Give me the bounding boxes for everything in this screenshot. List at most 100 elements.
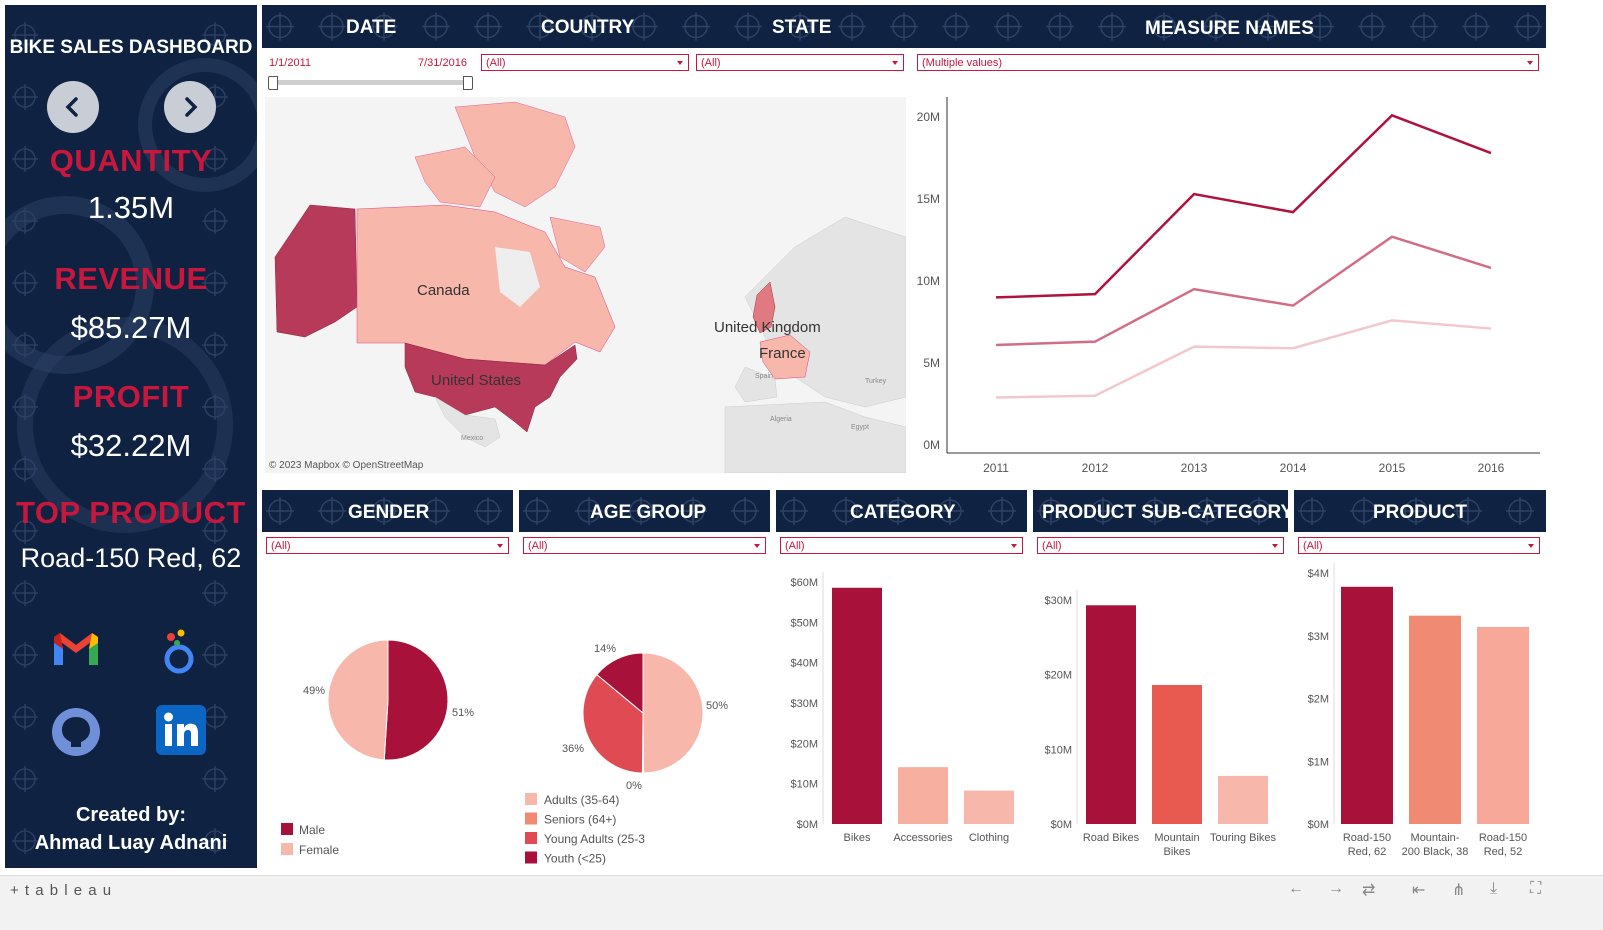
category-label: Road-150 <box>1343 832 1391 844</box>
crosshair-pattern <box>1037 497 1273 525</box>
revenue-label: REVENUE <box>54 261 208 296</box>
chevron-left-icon <box>65 97 78 117</box>
mexico-region <box>434 396 501 448</box>
sales-map[interactable]: Canada United States United Kingdom Fran… <box>265 97 906 473</box>
bar[interactable] <box>832 587 882 824</box>
legend-label: Youth (<25) <box>544 852 606 866</box>
date-slider-track[interactable] <box>272 80 468 85</box>
sub-category-dropdown[interactable]: (All) <box>1037 537 1284 554</box>
baffin-island <box>549 216 606 273</box>
legend-label: Adults (35-64) <box>544 793 619 807</box>
github-icon[interactable] <box>51 707 101 757</box>
pie-slice[interactable] <box>582 673 644 774</box>
x-tick-label: 2016 <box>1478 461 1505 475</box>
product-header: PRODUCT <box>1294 490 1546 532</box>
date-filter-title: DATE <box>346 17 397 38</box>
revert-icon[interactable]: ⇄ <box>1362 882 1376 899</box>
pie-slice[interactable] <box>596 652 644 715</box>
state-filter-title: STATE <box>772 17 832 38</box>
gender-pie-chart[interactable]: 51% 49% Male Female <box>262 560 513 865</box>
fullscreen-icon[interactable]: ⛶ <box>1530 880 1542 897</box>
product-dropdown[interactable]: (All) <box>1298 537 1540 554</box>
bar[interactable] <box>1409 615 1461 824</box>
bar[interactable] <box>1341 586 1393 824</box>
community-icon[interactable] <box>159 625 199 677</box>
quantity-label: QUANTITY <box>49 143 213 178</box>
y-tick-label: $20M <box>790 738 818 750</box>
forward-icon[interactable]: → <box>1328 880 1344 897</box>
series-line-3[interactable] <box>995 319 1492 399</box>
y-tick-label: $20M <box>1044 670 1072 682</box>
africa-region <box>724 401 906 473</box>
chevron-down-icon <box>1011 544 1017 548</box>
x-tick-label: 2012 <box>1082 461 1109 475</box>
header-pattern <box>523 497 759 525</box>
united-kingdom-label: United Kingdom <box>714 319 821 336</box>
category-bar-chart[interactable]: $0M $10M $20M $30M $40M $50M $60M Bikes Accessor… <box>776 560 1027 865</box>
country-dropdown-value: (All) <box>486 57 506 69</box>
age-group-pie-chart[interactable]: 50% 0% 36% 14% Adults (35-64) Seniors (64+) Yo… <box>519 560 770 868</box>
y-tick-label: $60M <box>790 577 818 589</box>
sub-category-header: PRODUCT SUB-CATEGORY <box>1033 490 1288 532</box>
top-product-label: TOP PRODUCT <box>16 495 246 530</box>
sidebar-background-pattern <box>5 22 257 854</box>
y-tick-label: 0M <box>923 438 940 452</box>
date-slider-start-handle[interactable] <box>268 76 278 90</box>
y-tick-label: 5M <box>923 356 940 370</box>
y-tick-label: 20M <box>917 110 940 124</box>
share-icon[interactable]: ⋔ <box>1452 882 1466 899</box>
country-dropdown[interactable]: (All) <box>481 54 689 71</box>
revenue-value: $85.27M <box>70 310 192 345</box>
bar[interactable] <box>964 790 1014 824</box>
age-group-dropdown-value: (All) <box>528 540 548 552</box>
date-slider-end-handle[interactable] <box>463 76 473 90</box>
spain-label: Spain <box>755 373 773 380</box>
measure-names-filter-title: MEASURE NAMES <box>1145 18 1314 39</box>
gmail-icon[interactable] <box>51 629 101 669</box>
y-tick-label: $0M <box>797 819 818 831</box>
category-label: Touring Bikes <box>1210 832 1277 844</box>
dashboard-title: BIKE SALES DASHBOARD <box>9 37 253 58</box>
age-group-dropdown[interactable]: (All) <box>523 537 766 554</box>
category-dropdown[interactable]: (All) <box>780 537 1023 554</box>
product-bar-chart[interactable]: $0M $1M $2M $3M $4M Road-150 Red, 62 Mountain- 2… <box>1294 560 1546 865</box>
united-states-label: United States <box>431 372 521 389</box>
category-label: Clothing <box>969 832 1009 844</box>
series-line-2[interactable] <box>995 235 1492 347</box>
crosshair-pattern <box>523 497 759 525</box>
back-icon[interactable]: ← <box>1288 880 1304 897</box>
bar[interactable] <box>1152 684 1202 824</box>
previous-button[interactable] <box>47 81 99 133</box>
pie-slice[interactable] <box>327 639 389 761</box>
egypt-label: Egypt <box>851 424 869 431</box>
chevron-right-icon <box>185 97 198 117</box>
bar[interactable] <box>1086 605 1136 824</box>
created-by-label: Created by: <box>75 804 187 826</box>
gender-dropdown[interactable]: (All) <box>266 537 509 554</box>
revenue-trend-line-chart[interactable]: 0M 5M 10M 15M 20M 2011 2012 2013 2014 2015 2016 <box>906 97 1546 482</box>
legend-label: Young Adults (25-3 <box>544 832 645 846</box>
x-tick-label: 2013 <box>1181 461 1208 475</box>
bar[interactable] <box>1477 626 1529 824</box>
y-tick-label: $10M <box>1044 744 1072 756</box>
next-button[interactable] <box>164 81 216 133</box>
state-dropdown[interactable]: (All) <box>696 54 904 71</box>
category-dropdown-value: (All) <box>785 540 805 552</box>
series-line-1[interactable] <box>995 113 1492 299</box>
bar[interactable] <box>1218 775 1268 824</box>
legend-swatch <box>525 851 537 864</box>
slice-label: 14% <box>594 643 616 655</box>
bar[interactable] <box>898 767 948 824</box>
pie-slice[interactable] <box>383 639 449 761</box>
linkedin-icon[interactable] <box>156 705 206 755</box>
y-tick-label: $30M <box>1044 595 1072 607</box>
first-icon[interactable]: ⇤ <box>1412 882 1426 899</box>
measure-names-dropdown[interactable]: (Multiple values) <box>917 54 1539 71</box>
pie-slice[interactable] <box>642 652 704 774</box>
download-icon[interactable]: ⤓ <box>1490 880 1498 897</box>
chevron-down-icon <box>1272 544 1278 548</box>
chevron-down-icon <box>1528 544 1534 548</box>
tableau-footer: + t a b l e a u <box>0 875 1603 930</box>
sub-category-bar-chart[interactable]: $0M $10M $20M $30M Road Bikes Mountain Bikes To… <box>1033 560 1288 865</box>
author-name: Ahmad Luay Adnani <box>34 832 228 854</box>
